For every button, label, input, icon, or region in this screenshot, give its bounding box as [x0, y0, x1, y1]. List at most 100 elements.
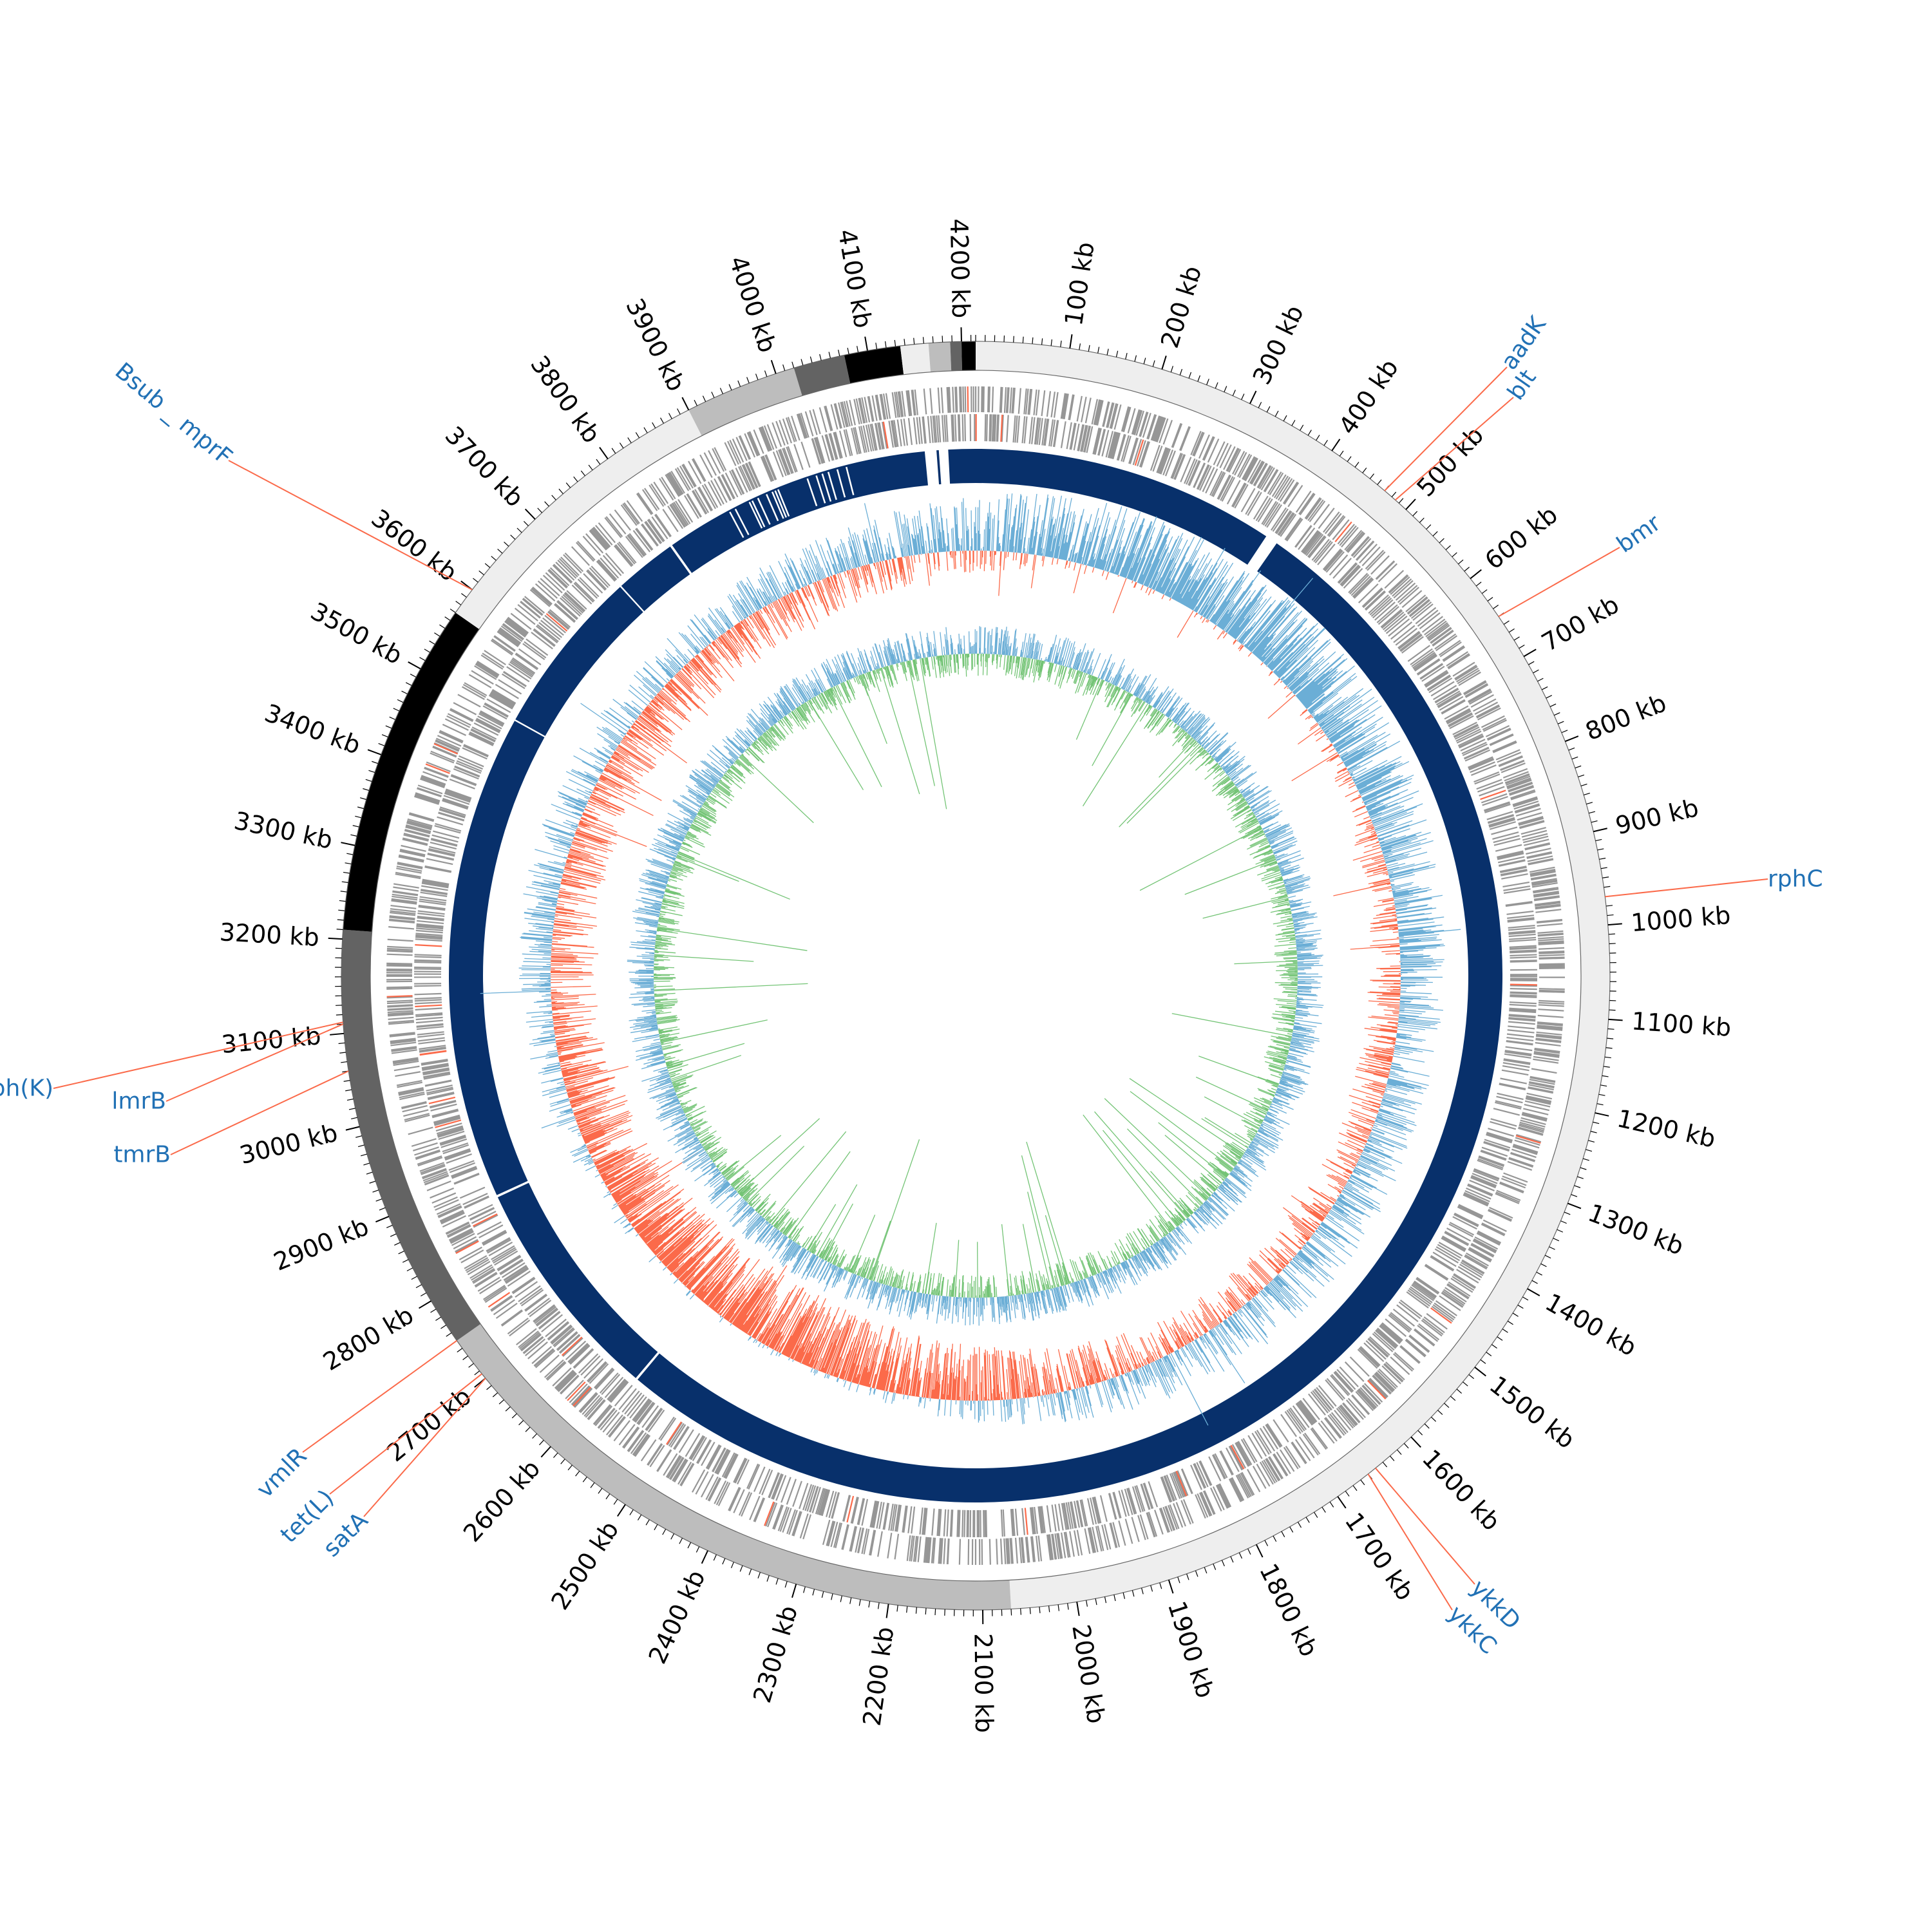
- major-tick: [524, 508, 536, 520]
- contig-segment: [900, 343, 931, 375]
- major-tick: [540, 1446, 551, 1458]
- major-tick: [701, 1550, 708, 1564]
- major-tick: [1255, 1544, 1264, 1558]
- gene-label: lmrB: [111, 1088, 166, 1115]
- tick-label: 4100 kb: [833, 227, 878, 330]
- tick-label: 800 kb: [1582, 688, 1671, 746]
- contig-segment: [343, 612, 480, 932]
- contig-segment: [341, 929, 481, 1341]
- tick-label: 2500 kb: [545, 1516, 624, 1615]
- alignment-block: [621, 546, 690, 611]
- tick-label: 700 kb: [1537, 590, 1624, 657]
- contig-ring: [341, 341, 1611, 1611]
- contig-segment: [457, 1323, 1012, 1610]
- gene-label: aadK: [1496, 311, 1551, 375]
- major-tick: [1405, 498, 1416, 510]
- major-tick: [341, 842, 355, 846]
- tick-label: 2600 kb: [458, 1454, 545, 1547]
- tick-label: 600 kb: [1479, 500, 1563, 575]
- major-tick: [1567, 1202, 1582, 1209]
- gene-leader-line: [166, 1023, 344, 1102]
- tick-label: 2700 kb: [381, 1382, 477, 1467]
- contig-inner-outline: [370, 370, 1582, 1582]
- major-tick: [1593, 828, 1607, 833]
- tick-label: 3300 kb: [232, 806, 336, 855]
- rna-feature-marks: [386, 386, 1541, 1535]
- tick-label: 2800 kb: [318, 1301, 419, 1376]
- tick-label: 1700 kb: [1340, 1508, 1420, 1605]
- tick-label: 4200 kb: [945, 218, 975, 319]
- alignment-block: [637, 543, 1502, 1502]
- alignment-fragments: [729, 466, 855, 538]
- gene-label: mphK,mph(K): [0, 1075, 53, 1102]
- tick-label: 1900 kb: [1162, 1598, 1220, 1701]
- major-tick: [1069, 334, 1073, 349]
- tick-label: 1100 kb: [1631, 1007, 1732, 1042]
- contig-segment: [688, 368, 802, 436]
- gene-leader-line: [1375, 1468, 1475, 1585]
- tick-label: 4000 kb: [724, 252, 782, 356]
- major-tick: [864, 336, 868, 351]
- tick-label: 1500 kb: [1484, 1370, 1580, 1454]
- gene-label: rphC: [1768, 866, 1823, 893]
- cds-feature-ring: [386, 386, 1566, 1566]
- alignment-block: [936, 450, 942, 485]
- tick-label: 2200 kb: [858, 1625, 900, 1727]
- contig-segment: [950, 341, 962, 371]
- major-tick: [1595, 1112, 1609, 1117]
- tick-label: 3200 kb: [219, 918, 320, 952]
- tick-label: 300 kb: [1247, 301, 1309, 389]
- gc-skew-negative: [653, 653, 1298, 1298]
- major-tick: [345, 1126, 360, 1131]
- major-tick: [1523, 649, 1537, 658]
- major-tick: [375, 1216, 390, 1223]
- tick-label: 2000 kb: [1066, 1622, 1110, 1725]
- major-tick: [408, 661, 421, 670]
- tick-label: 1300 kb: [1584, 1198, 1687, 1261]
- major-tick: [1249, 390, 1257, 404]
- major-tick: [1608, 1018, 1623, 1021]
- alignment-block: [948, 449, 976, 484]
- tick-label: 2400 kb: [643, 1566, 710, 1668]
- major-tick: [770, 359, 777, 374]
- tick-label: 2900 kb: [270, 1212, 373, 1276]
- major-tick: [1410, 1436, 1421, 1448]
- major-tick: [791, 1584, 797, 1598]
- gene-leader-line: [170, 1070, 349, 1155]
- major-tick: [419, 1300, 431, 1309]
- major-tick: [330, 1032, 345, 1036]
- major-tick: [617, 1504, 626, 1517]
- gc-skew-track: [627, 626, 1324, 1326]
- alignment-block: [672, 451, 928, 573]
- tick-label: 1800 kb: [1254, 1559, 1323, 1661]
- gene-label: tmrB: [113, 1142, 171, 1168]
- alignment-block: [449, 721, 545, 1195]
- major-tick: [367, 749, 382, 755]
- tick-label: 1200 kb: [1615, 1104, 1718, 1153]
- tick-label: 3600 kb: [366, 504, 462, 587]
- gene-leader-line: [302, 1340, 457, 1453]
- major-tick: [886, 1604, 889, 1618]
- tick-label: 500 kb: [1411, 421, 1489, 502]
- gene-leader-line: [1384, 366, 1508, 491]
- tick-label: 400 kb: [1333, 354, 1404, 440]
- gene-leader-line: [1605, 878, 1768, 898]
- tick-label: 900 kb: [1613, 793, 1701, 840]
- major-tick: [1565, 735, 1579, 743]
- gene-label: blt: [1502, 365, 1542, 405]
- tick-label: 1400 kb: [1540, 1288, 1641, 1362]
- contig-segment: [961, 341, 976, 371]
- major-tick: [328, 937, 343, 940]
- tick-label: 200 kb: [1155, 263, 1207, 352]
- contig-segment: [844, 345, 904, 384]
- gene-leader-line: [1498, 547, 1620, 618]
- alignment-block: [497, 1182, 658, 1378]
- gene-leader-line: [53, 1021, 343, 1089]
- major-tick: [1470, 569, 1482, 580]
- tick-label: 1000 kb: [1630, 901, 1732, 937]
- tick-label: 1600 kb: [1417, 1444, 1506, 1536]
- tick-label: 3800 kb: [525, 350, 606, 448]
- tick-label: 3500 kb: [306, 597, 407, 670]
- tick-label: 100 kb: [1059, 240, 1100, 328]
